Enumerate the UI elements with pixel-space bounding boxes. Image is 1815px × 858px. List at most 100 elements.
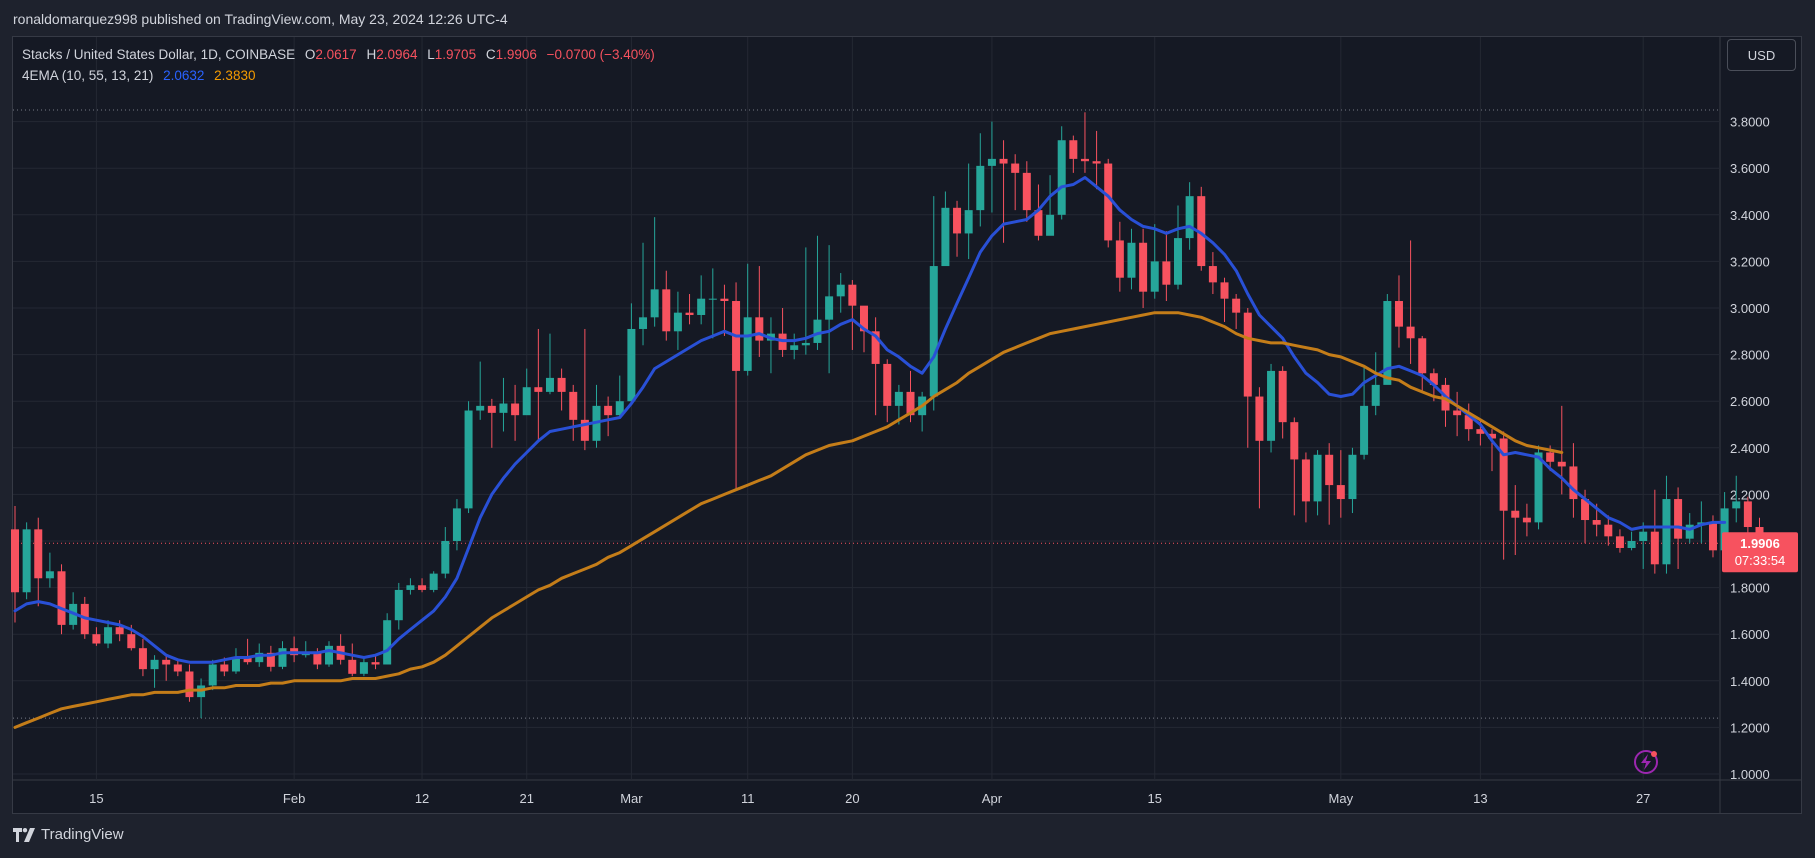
candle-body[interactable] [92, 634, 101, 644]
candle-body[interactable] [894, 391, 903, 406]
candle-body[interactable] [1185, 196, 1194, 239]
candle-body[interactable] [173, 664, 182, 672]
candle-body[interactable] [1104, 163, 1113, 241]
candle-body[interactable] [441, 541, 450, 574]
candle-body[interactable] [499, 403, 508, 413]
candle-body[interactable] [569, 391, 578, 420]
candle-body[interactable] [1464, 415, 1473, 430]
candle-body[interactable] [418, 585, 427, 590]
candle-body[interactable] [266, 652, 275, 667]
candle-body[interactable] [685, 312, 694, 315]
candle-body[interactable] [627, 328, 636, 402]
candle-body[interactable] [1499, 438, 1508, 511]
candle-body[interactable] [452, 508, 461, 541]
indicator-title[interactable]: 4EMA (10, 55, 13, 21) [22, 68, 154, 83]
candle-body[interactable] [1290, 422, 1299, 460]
candle-body[interactable] [476, 405, 485, 411]
candle-body[interactable] [953, 207, 962, 234]
candle-body[interactable] [987, 158, 996, 166]
candle-body[interactable] [545, 377, 554, 392]
candle-body[interactable] [1406, 326, 1415, 339]
candle-body[interactable] [487, 405, 496, 413]
candle-body[interactable] [1650, 531, 1659, 565]
candle-body[interactable] [313, 652, 322, 665]
tradingview-logo[interactable]: TradingView [13, 826, 124, 843]
candle-body[interactable] [1208, 266, 1217, 283]
candle-body[interactable] [429, 573, 438, 590]
candle-body[interactable] [11, 529, 19, 593]
candle-body[interactable] [231, 657, 240, 672]
candle-body[interactable] [604, 405, 613, 416]
candle-body[interactable] [1639, 531, 1648, 541]
candle-body[interactable] [673, 312, 682, 332]
candle-body[interactable] [371, 662, 380, 665]
symbol-title[interactable]: Stacks / United States Dollar, 1D, COINB… [22, 47, 296, 62]
candle-body[interactable] [1267, 370, 1276, 441]
candle-body[interactable] [1069, 140, 1078, 159]
candle-body[interactable] [522, 387, 531, 416]
candle-body[interactable] [22, 529, 31, 593]
candle-body[interactable] [243, 657, 252, 663]
candle-body[interactable] [580, 419, 589, 441]
candle-body[interactable] [1732, 501, 1741, 509]
candle-body[interactable] [1080, 158, 1089, 162]
candle-body[interactable] [1453, 410, 1462, 416]
candle-body[interactable] [45, 571, 54, 579]
candle-body[interactable] [708, 298, 717, 300]
candle-body[interactable] [115, 627, 124, 635]
candle-body[interactable] [1708, 522, 1717, 551]
candle-body[interactable] [1255, 396, 1264, 441]
candle-body[interactable] [743, 317, 752, 371]
candle-body[interactable] [406, 585, 415, 590]
candle-body[interactable] [1139, 242, 1148, 292]
candle-body[interactable] [1522, 517, 1531, 523]
candle-body[interactable] [1174, 238, 1182, 285]
candle-body[interactable] [557, 377, 566, 392]
candle-body[interactable] [1360, 405, 1369, 455]
candle-body[interactable] [185, 671, 194, 698]
candle-body[interactable] [1046, 214, 1055, 236]
candle-body[interactable] [1534, 452, 1543, 523]
candle-body[interactable] [1569, 466, 1578, 500]
candle-body[interactable] [697, 298, 706, 315]
candle-body[interactable] [1371, 384, 1380, 406]
candle-body[interactable] [1685, 524, 1694, 539]
candle-body[interactable] [34, 529, 43, 579]
candle-body[interactable] [1348, 454, 1357, 500]
candle-body[interactable] [1022, 172, 1031, 211]
candle-body[interactable] [1011, 163, 1020, 173]
candle-body[interactable] [859, 305, 868, 332]
candle-body[interactable] [138, 648, 147, 670]
candle-body[interactable] [1627, 541, 1636, 548]
candle-body[interactable] [1301, 459, 1310, 502]
candle-body[interactable] [941, 207, 950, 267]
candle-body[interactable] [1313, 454, 1322, 502]
candle-body[interactable] [1243, 312, 1252, 397]
lightning-icon[interactable] [1634, 750, 1658, 774]
candle-body[interactable] [1162, 261, 1171, 285]
candle-body[interactable] [1429, 373, 1438, 385]
candle-body[interactable] [1418, 338, 1427, 374]
candle-body[interactable] [1604, 524, 1613, 537]
candle-body[interactable] [1325, 454, 1334, 486]
candle-body[interactable] [639, 317, 648, 329]
candle-body[interactable] [104, 627, 113, 644]
candle-body[interactable] [1557, 461, 1566, 467]
candle-body[interactable] [1057, 140, 1066, 215]
candle-body[interactable] [383, 620, 392, 665]
candle-body[interactable] [964, 210, 973, 234]
candle-body[interactable] [464, 410, 473, 509]
candle-body[interactable] [1150, 261, 1159, 292]
candle-body[interactable] [511, 403, 520, 416]
candle-body[interactable] [348, 659, 357, 674]
candle-body[interactable] [755, 317, 764, 341]
candle-body[interactable] [1546, 452, 1555, 462]
candle-body[interactable] [615, 401, 624, 416]
candle-body[interactable] [1034, 210, 1043, 236]
candle-body[interactable] [999, 158, 1008, 164]
candle-body[interactable] [825, 296, 834, 320]
candle-body[interactable] [1615, 536, 1624, 548]
candle-body[interactable] [662, 289, 671, 332]
candle-body[interactable] [394, 589, 403, 621]
